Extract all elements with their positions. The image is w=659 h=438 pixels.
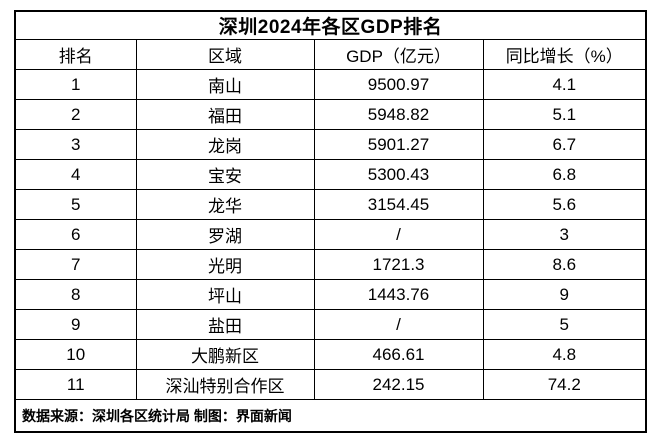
header-growth: 同比增长（%） bbox=[482, 39, 647, 70]
rank-cell: 10 bbox=[14, 339, 137, 370]
growth-cell: 4.1 bbox=[482, 69, 647, 100]
district-cell: 龙岗 bbox=[135, 129, 315, 160]
table-row: 6 罗湖 / 3 bbox=[14, 219, 647, 250]
rank-cell: 7 bbox=[14, 249, 137, 280]
growth-cell: 9 bbox=[482, 279, 647, 310]
district-cell: 福田 bbox=[135, 99, 315, 130]
table-row: 11 深汕特别合作区 242.15 74.2 bbox=[14, 369, 647, 400]
gdp-cell: 5948.82 bbox=[313, 99, 484, 130]
rank-cell: 1 bbox=[14, 69, 137, 100]
source-note: 数据来源：深圳各区统计局 制图：界面新闻 bbox=[14, 399, 647, 433]
table-row: 9 盐田 / 5 bbox=[14, 309, 647, 340]
table-row: 1 南山 9500.97 4.1 bbox=[14, 69, 647, 100]
rank-cell: 9 bbox=[14, 309, 137, 340]
district-cell: 大鹏新区 bbox=[135, 339, 315, 370]
table-row: 8 坪山 1443.76 9 bbox=[14, 279, 647, 310]
rank-cell: 6 bbox=[14, 219, 137, 250]
growth-cell: 5 bbox=[482, 309, 647, 340]
table-row: 2 福田 5948.82 5.1 bbox=[14, 99, 647, 130]
rank-cell: 2 bbox=[14, 99, 137, 130]
table-footer-row: 数据来源：深圳各区统计局 制图：界面新闻 bbox=[14, 399, 647, 433]
growth-cell: 4.8 bbox=[482, 339, 647, 370]
district-cell: 深汕特别合作区 bbox=[135, 369, 315, 400]
table-row: 3 龙岗 5901.27 6.7 bbox=[14, 129, 647, 160]
header-district: 区域 bbox=[135, 39, 315, 70]
district-cell: 盐田 bbox=[135, 309, 315, 340]
header-rank: 排名 bbox=[14, 39, 137, 70]
gdp-cell: / bbox=[313, 309, 484, 340]
growth-cell: 5.1 bbox=[482, 99, 647, 130]
district-cell: 龙华 bbox=[135, 189, 315, 220]
district-cell: 坪山 bbox=[135, 279, 315, 310]
table-row: 4 宝安 5300.43 6.8 bbox=[14, 159, 647, 190]
district-cell: 罗湖 bbox=[135, 219, 315, 250]
rank-cell: 11 bbox=[14, 369, 137, 400]
growth-cell: 6.7 bbox=[482, 129, 647, 160]
district-cell: 南山 bbox=[135, 69, 315, 100]
rank-cell: 4 bbox=[14, 159, 137, 190]
page-title: 深圳2024年各区GDP排名 bbox=[14, 10, 647, 40]
rank-cell: 5 bbox=[14, 189, 137, 220]
table-row: 7 光明 1721.3 8.6 bbox=[14, 249, 647, 280]
gdp-cell: 5300.43 bbox=[313, 159, 484, 190]
gdp-cell: 1721.3 bbox=[313, 249, 484, 280]
growth-cell: 3 bbox=[482, 219, 647, 250]
gdp-cell: 5901.27 bbox=[313, 129, 484, 160]
gdp-cell: 9500.97 bbox=[313, 69, 484, 100]
district-cell: 光明 bbox=[135, 249, 315, 280]
gdp-cell: 242.15 bbox=[313, 369, 484, 400]
growth-cell: 74.2 bbox=[482, 369, 647, 400]
growth-cell: 6.8 bbox=[482, 159, 647, 190]
gdp-cell: / bbox=[313, 219, 484, 250]
gdp-cell: 466.61 bbox=[313, 339, 484, 370]
rank-cell: 3 bbox=[14, 129, 137, 160]
gdp-cell: 3154.45 bbox=[313, 189, 484, 220]
gdp-ranking-table: 深圳2024年各区GDP排名 排名 区域 GDP（亿元） 同比增长（%） 1 南… bbox=[14, 10, 648, 433]
table-header-row: 排名 区域 GDP（亿元） 同比增长（%） bbox=[14, 39, 647, 70]
growth-cell: 8.6 bbox=[482, 249, 647, 280]
table-row: 5 龙华 3154.45 5.6 bbox=[14, 189, 647, 220]
table-row: 10 大鹏新区 466.61 4.8 bbox=[14, 339, 647, 370]
gdp-cell: 1443.76 bbox=[313, 279, 484, 310]
district-cell: 宝安 bbox=[135, 159, 315, 190]
header-gdp: GDP（亿元） bbox=[313, 39, 484, 70]
rank-cell: 8 bbox=[14, 279, 137, 310]
growth-cell: 5.6 bbox=[482, 189, 647, 220]
table-title-row: 深圳2024年各区GDP排名 bbox=[14, 10, 647, 40]
